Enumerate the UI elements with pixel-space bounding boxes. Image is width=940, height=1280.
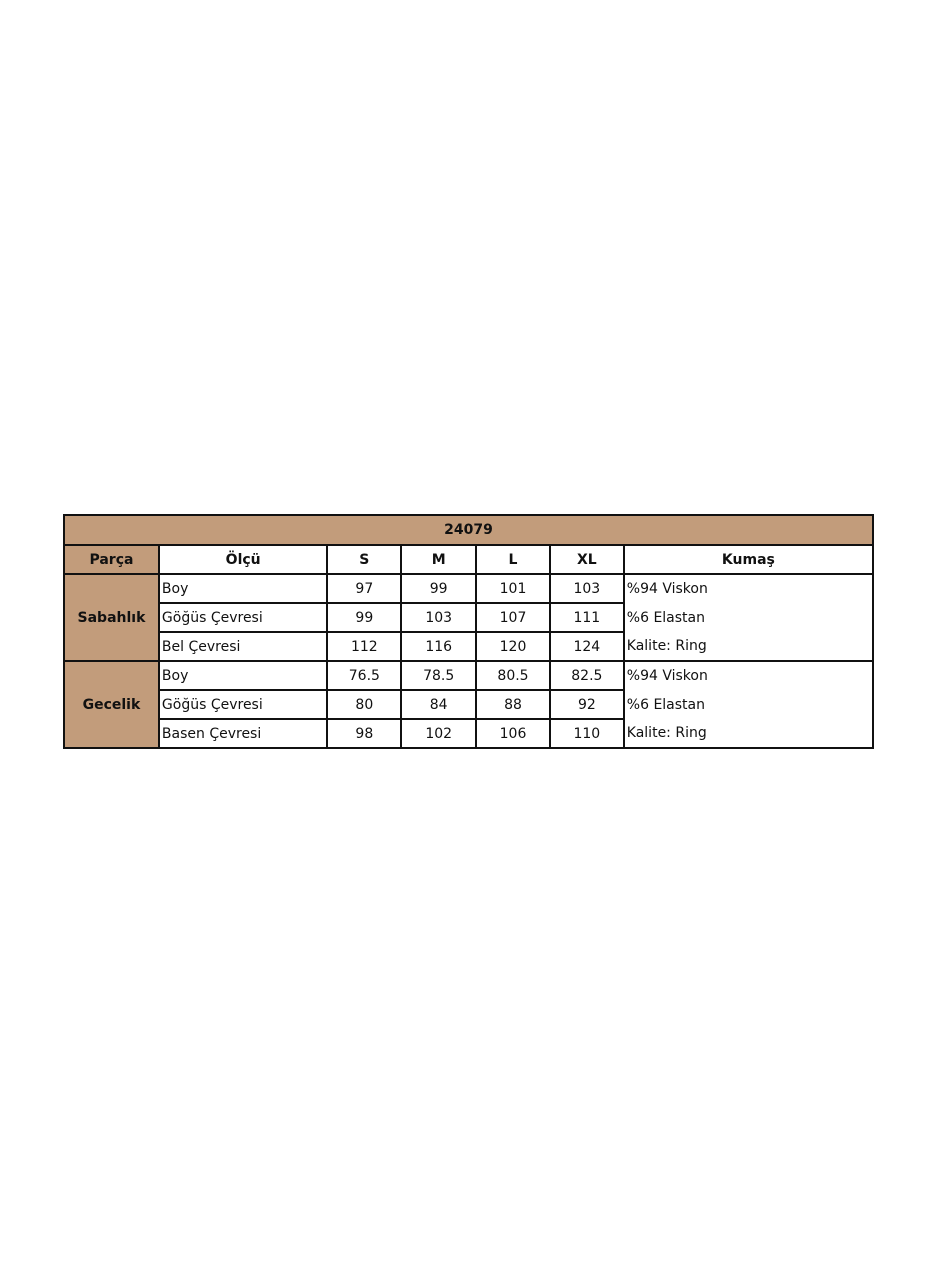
size-value: 78.5 [400,660,478,691]
fabric-info: Kalite: Ring [622,632,875,662]
size-value: 99 [400,573,478,604]
size-value: 82.5 [548,660,625,691]
part-name: Gecelik [63,660,160,749]
fabric-info: %94 Viskon [622,573,875,603]
header-xl: XL [548,544,625,575]
size-value: 102 [400,718,478,749]
size-value: 116 [400,631,478,662]
size-value: 107 [475,602,551,633]
size-value: 80.5 [475,660,551,691]
table-row: Göğüs Çevresi 80 84 88 92 %6 Elastan [64,689,875,720]
size-value: 76.5 [326,660,403,691]
size-value: 80 [326,689,403,720]
size-value: 124 [548,631,625,662]
measure-name: Göğüs Çevresi [157,689,329,720]
size-chart-table: 24079 Parça Ölçü S M L XL Kumaş Sabahlık… [63,514,875,749]
fabric-info: %6 Elastan [622,603,875,632]
header-part: Parça [63,544,160,575]
size-value: 120 [475,631,551,662]
measure-name: Basen Çevresi [157,718,329,749]
product-code: 24079 [63,514,874,546]
measure-name: Boy [157,660,329,691]
table-row: Sabahlık Boy 97 99 101 103 %94 Viskon [63,573,875,662]
measure-name: Bel Çevresi [157,631,329,662]
header-s: S [326,544,403,575]
table-row: Basen Çevresi 98 102 106 110 Kalite: Ring [64,718,875,749]
size-value: 84 [400,689,478,720]
header-fabric: Kumaş [622,544,875,575]
size-value: 88 [475,689,551,720]
size-value: 110 [548,718,625,749]
size-value: 97 [326,573,403,604]
size-value: 112 [326,631,403,662]
header-m: M [400,544,478,575]
fabric-info: %94 Viskon [622,660,875,690]
header-measure: Ölçü [157,544,329,575]
size-value: 92 [548,689,625,720]
header-l: L [475,544,551,575]
size-value: 111 [548,602,625,633]
table-row: Gecelik Boy 76.5 78.5 80.5 82.5 %94 Viskon [63,660,875,749]
table-row: Göğüs Çevresi 99 103 107 111 %6 Elastan [64,602,875,633]
measure-name: Göğüs Çevresi [157,602,329,633]
fabric-info: %6 Elastan [622,690,875,719]
size-value: 103 [400,602,478,633]
size-value: 101 [475,573,551,604]
table-row: Bel Çevresi 112 116 120 124 Kalite: Ring [64,631,875,662]
size-value: 99 [326,602,403,633]
size-value: 103 [548,573,625,604]
part-name: Sabahlık [63,573,160,662]
size-value: 98 [326,718,403,749]
measure-name: Boy [157,573,329,604]
fabric-info: Kalite: Ring [622,719,875,749]
size-value: 106 [475,718,551,749]
